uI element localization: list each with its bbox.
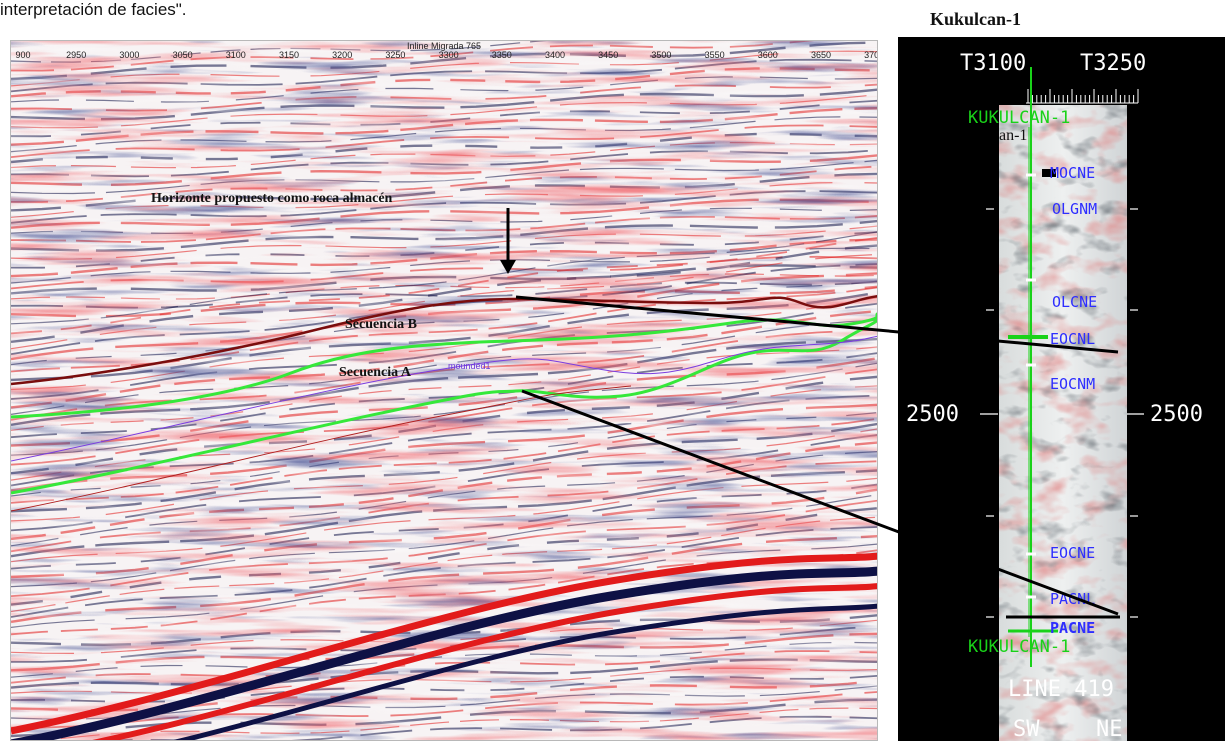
well-depth-left: 2500 [906,402,959,427]
seismic-image [11,41,877,740]
axis-tick-label: 3200 [332,50,353,60]
horizon-annotation: Horizonte propuesto como roca almacén [151,191,393,206]
marker-eocne: EOCNE [1050,544,1096,562]
axis-tick-label: 3700 [864,50,877,60]
well-depth-right: 2500 [1150,402,1203,427]
axis-tick-label: 3550 [704,50,725,60]
axis-tick-label: 3100 [225,50,246,60]
seismic-title: Inline Migrada 765 [406,41,482,51]
axis-tick-label: 3400 [544,50,566,60]
axis-tick-label: 2950 [66,50,87,60]
axis-tick-label: 3050 [172,50,193,60]
marker-mocne: MOCNE [1050,164,1096,182]
well-time-left: T3100 [960,51,1027,76]
direction-sw: SW [1013,717,1040,741]
axis-tick-label: 3450 [598,50,619,60]
well-name-top: KUKULCAN-1 [968,108,1071,128]
well-partial-label: an-1 [999,127,1028,144]
axis-tick-label: 900 [15,50,31,60]
direction-ne: NE [1096,717,1123,741]
well-name-bottom: KUKULCAN-1 [968,637,1071,657]
marker-pacnl: PACNL [1050,590,1096,608]
marker-eocnl: EOCNL [1050,330,1096,348]
secuencia-a-label: Secuencia A [339,365,411,380]
marker-pacne: PACNE [1050,619,1096,637]
well-title: Kukulcan-1 [930,9,1022,29]
axis-tick-label: 3000 [119,50,140,60]
axis-tick-label: 3300 [438,50,459,60]
well-log-panel: T3100 T3250 KUKULCAN-1 an-1 MOCNE OLGNM … [898,37,1225,741]
axis-tick-label: 3600 [757,50,778,60]
marker-olgnm: OLGNM [1052,200,1098,218]
caption-text: interpretación de facies". [0,0,187,19]
mounded-label: mounded1 [448,361,491,371]
axis-tick-label: 3350 [491,50,512,60]
secuencia-b-label: Secuencia B [345,317,417,332]
axis-tick-label: 3250 [385,50,406,60]
well-time-right: T3250 [1080,51,1147,76]
marker-eocnm: EOCNM [1050,375,1096,393]
marker-olcne: OLCNE [1052,293,1098,311]
seismic-section: Inline Migrada 765 900 2950 3000 3050 3100 31… [10,40,878,741]
line-label: LINE 419 [1008,677,1114,702]
seismic-axis: 900 2950 3000 3050 3100 3150 3200 3250 3300 3350 3… [11,50,877,62]
axis-tick-label: 3650 [810,50,832,60]
axis-tick-label: 3500 [651,50,672,60]
axis-tick-label: 3150 [278,50,300,60]
